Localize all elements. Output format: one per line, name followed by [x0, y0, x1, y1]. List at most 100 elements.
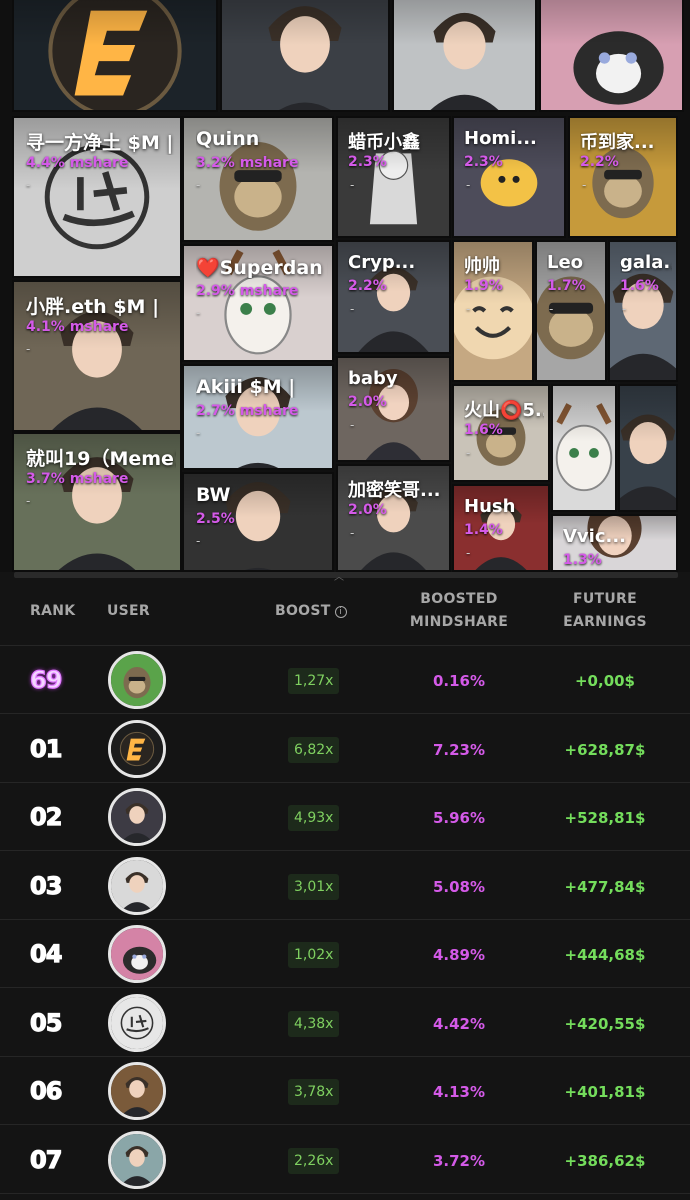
- treemap-tile-top-4[interactable]: [539, 0, 684, 112]
- table-row[interactable]: 07 2,26x 3.72% +386,62$: [0, 1126, 690, 1194]
- avatar[interactable]: [108, 788, 166, 846]
- anime-boy-icon: [14, 282, 180, 430]
- table-row[interactable]: 06 3,78x 4.13% +401,81$: [0, 1057, 690, 1125]
- e-logo-icon: [14, 0, 216, 110]
- table-row-current-user[interactable]: 69 1,27x 0.16% +0,00$: [0, 646, 690, 714]
- treemap-tile-jiujiao19[interactable]: 就叫19（Meme100X 3.7% mshare -: [12, 432, 182, 572]
- treemap-tile-dark-art[interactable]: [618, 384, 678, 512]
- avatar[interactable]: [108, 1062, 166, 1120]
- tile-name: Vvic...: [563, 526, 627, 547]
- boosted-mindshare-value: 5.96%: [432, 809, 486, 827]
- treemap-tile-top-logo[interactable]: [12, 0, 218, 112]
- treemap-tile-top-2[interactable]: [220, 0, 390, 112]
- tile-change: -: [350, 526, 355, 540]
- ape-icon: [537, 242, 605, 380]
- treemap-tile-quinn[interactable]: Quinn 3.2% mshare -: [182, 116, 334, 242]
- treemap-tile-gala[interactable]: gala... 1.6% -: [608, 240, 678, 382]
- boosted-mindshare-value: 0.16%: [432, 672, 486, 690]
- treemap-tile-bidaojia[interactable]: 币到家... 2.2% -: [568, 116, 678, 238]
- treemap-tile-vvic[interactable]: Vvic... 1.3% -: [551, 514, 678, 572]
- treemap-tile-deer-sketch[interactable]: [551, 384, 617, 512]
- column-header-rank[interactable]: RANK: [30, 603, 76, 619]
- tile-change: -: [196, 306, 201, 320]
- tile-name: BW: [196, 484, 231, 506]
- boosted-mindshare-value: 4.89%: [432, 946, 486, 964]
- tile-name: 币到家...: [580, 132, 655, 153]
- treemap-tile-bw[interactable]: BW 2.5% -: [182, 472, 334, 572]
- treemap-tile-leo[interactable]: Leo 1.7% -: [535, 240, 607, 382]
- creature-icon: [454, 118, 564, 236]
- future-earnings-value: +628,87$: [564, 741, 646, 759]
- tile-mindshare: 4.1% mshare: [26, 319, 129, 335]
- treemap-tile-xiaopang[interactable]: 小胖.eth $M | 4.1% mshare -: [12, 280, 182, 432]
- treemap-tile-labixiaoxin[interactable]: 蜡币小鑫 2.3% -: [336, 116, 451, 238]
- tile-name: Akiii $M |: [196, 376, 296, 398]
- treemap-tile-top-3[interactable]: [392, 0, 537, 112]
- avatar[interactable]: [108, 925, 166, 983]
- boost-value: 3,78x: [288, 1079, 340, 1105]
- boost-value: 1,27x: [288, 668, 340, 694]
- tile-change: -: [466, 178, 471, 192]
- anime-boy-avatar-icon: [111, 860, 163, 912]
- rank-number: 07: [29, 1145, 63, 1174]
- future-earnings-value: +401,81$: [564, 1083, 646, 1101]
- tile-mindshare: 2.0%: [348, 394, 387, 410]
- tile-change: -: [466, 446, 471, 460]
- column-header-boost-label: BOOST: [275, 603, 331, 619]
- ape-icon: [570, 118, 676, 236]
- e-logo-avatar-icon: [111, 723, 163, 775]
- tile-mindshare: 2.0%: [348, 502, 387, 518]
- tile-name: baby: [348, 368, 398, 389]
- tile-change: -: [196, 426, 201, 440]
- tile-change: -: [622, 302, 627, 316]
- column-header-user[interactable]: USER: [107, 603, 150, 619]
- boosted-mindshare-value: 7.23%: [432, 741, 486, 759]
- treemap-tile-superdan[interactable]: ❤️Superdan $M 2.9% mshare -: [182, 244, 334, 362]
- column-header-boosted-mindshare[interactable]: BOOSTED MINDSHARE: [409, 591, 509, 630]
- column-header-future-earnings[interactable]: FUTURE EARNINGS: [563, 591, 647, 630]
- treemap-tile-jiamixiaoge[interactable]: 加密笑哥... 2.0% -: [336, 464, 451, 572]
- anime-boy-avatar-icon: [111, 791, 163, 843]
- rank-number: 01: [29, 734, 63, 763]
- treemap-tile-cryp[interactable]: Cryp... 2.2% -: [336, 240, 451, 354]
- info-icon[interactable]: i: [334, 606, 347, 618]
- boost-value: 4,93x: [288, 805, 340, 831]
- boost-value: 2,26x: [288, 1148, 340, 1174]
- tile-change: -: [350, 418, 355, 432]
- tile-mindshare: 2.5%: [196, 511, 235, 527]
- anime-boy-icon: [184, 366, 332, 468]
- avatar[interactable]: [108, 1131, 166, 1189]
- anime-boy-icon: [620, 386, 676, 510]
- treemap-tile-homi[interactable]: Homi... 2.3% -: [452, 116, 566, 238]
- anime-boy-icon: [14, 434, 180, 570]
- table-row[interactable]: 03 3,01x 5.08% +477,84$: [0, 852, 690, 920]
- tile-name: 火山⭕5...: [464, 400, 544, 421]
- sketch-icon: [338, 118, 449, 236]
- avatar[interactable]: [108, 720, 166, 778]
- future-earnings-value: +528,81$: [564, 809, 646, 827]
- table-row[interactable]: 05 4,38x 4.42% +420,55$: [0, 989, 690, 1057]
- treemap-tile-baby[interactable]: baby 2.0% -: [336, 356, 451, 462]
- treemap-tile-shuaishuai[interactable]: 帅帅 1.9% -: [452, 240, 534, 382]
- avatar[interactable]: [108, 857, 166, 915]
- chevron-up-icon: ︿: [334, 572, 344, 583]
- treemap-tile-huoshan[interactable]: 火山⭕5... 1.6% -: [452, 384, 550, 482]
- resize-divider[interactable]: ︿: [14, 572, 678, 583]
- table-row[interactable]: 01 6,82x 7.23% +628,87$: [0, 715, 690, 783]
- avatar[interactable]: [108, 994, 166, 1052]
- table-row-partial[interactable]: [0, 1194, 690, 1200]
- boost-value: 1,02x: [288, 942, 340, 968]
- tile-change: -: [26, 494, 31, 508]
- tile-name: Homi...: [464, 128, 537, 149]
- anime-boy-icon: [454, 486, 548, 570]
- tile-change: -: [582, 178, 587, 192]
- treemap-tile-jingtu[interactable]: 寻一方净土 $M | 4.4% mshare -: [12, 116, 182, 278]
- column-header-boost[interactable]: BOOST i: [275, 600, 347, 623]
- tile-name: 加密笑哥...: [348, 480, 441, 501]
- table-row[interactable]: 02 4,93x 5.96% +528,81$: [0, 783, 690, 851]
- avatar[interactable]: [108, 651, 166, 709]
- table-row[interactable]: 04 1,02x 4.89% +444,68$: [0, 920, 690, 988]
- treemap-tile-akiii[interactable]: Akiii $M | 2.7% mshare -: [182, 364, 334, 470]
- treemap-tile-hush[interactable]: Hush 1.4% -: [452, 484, 550, 572]
- tile-change: -: [466, 546, 471, 560]
